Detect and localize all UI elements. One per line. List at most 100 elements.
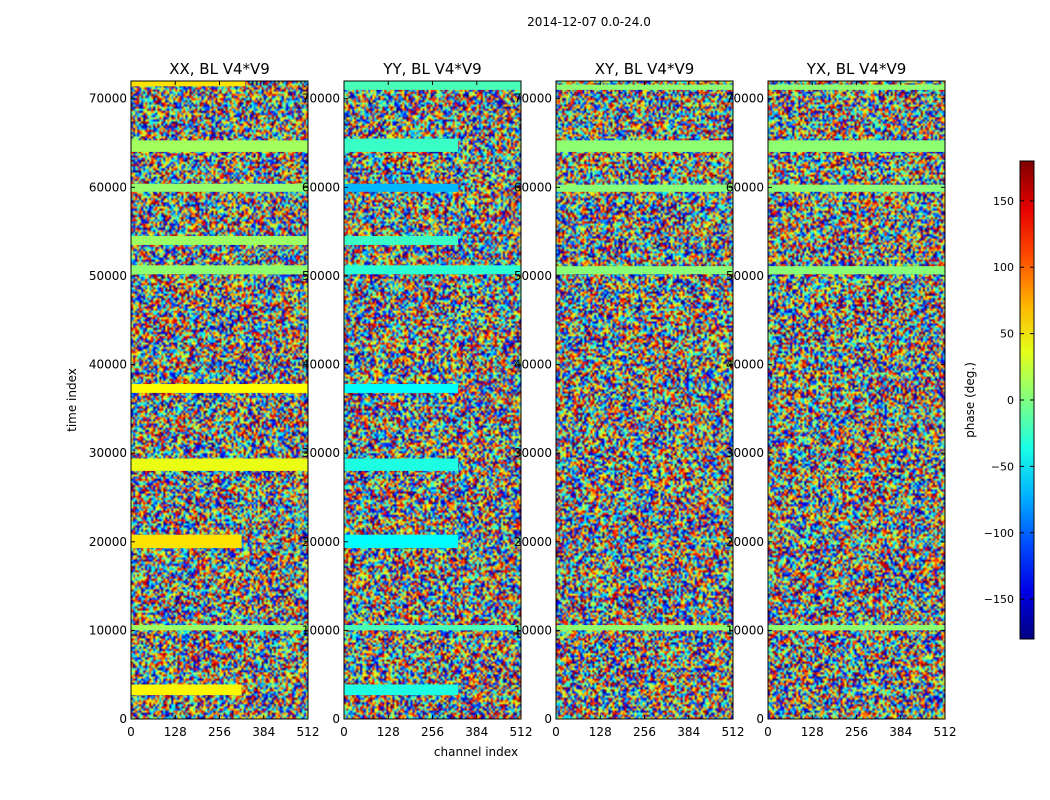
flat-phase-band <box>556 84 733 90</box>
x-tick-label: 256 <box>421 725 444 739</box>
colorbar-tick-label: 150 <box>993 195 1014 208</box>
phase-heatmap <box>556 81 733 719</box>
x-tick-label: 256 <box>633 725 656 739</box>
figure-title: 2014-12-07 0.0-24.0 <box>527 15 651 29</box>
x-tick-label: 256 <box>208 725 231 739</box>
y-tick-label: 30000 <box>514 446 552 460</box>
x-tick-label: 384 <box>677 725 700 739</box>
y-tick-label: 40000 <box>302 358 340 372</box>
flat-phase-band <box>556 266 733 275</box>
flat-phase-band <box>131 625 308 631</box>
y-tick-label: 70000 <box>302 92 340 106</box>
flat-phase-band <box>556 140 733 152</box>
flat-phase-band <box>768 140 945 152</box>
panel-1: XX, BL V4*V9 0 128 256 384 512 0 10000 20000 3000… <box>89 60 320 739</box>
flat-phase-band <box>344 384 459 393</box>
flat-phase-band <box>131 265 308 275</box>
colorbar-tick-label: 50 <box>1000 328 1014 341</box>
y-tick-label: 30000 <box>89 446 127 460</box>
y-tick-label: 30000 <box>726 446 764 460</box>
flat-phase-band <box>131 183 308 192</box>
panel-4: YX, BL V4*V9 0 128 256 384 512 0 10000 20000 3000… <box>726 60 957 739</box>
y-tick-label: 0 <box>756 712 764 726</box>
y-tick-label: 30000 <box>302 446 340 460</box>
y-tick-label: 60000 <box>726 180 764 194</box>
flat-phase-band <box>344 458 459 471</box>
panel-title: YY, BL V4*V9 <box>382 60 481 78</box>
x-tick-label: 128 <box>164 725 187 739</box>
flat-phase-band <box>131 534 242 548</box>
colorbar-label: phase (deg.) <box>963 362 977 438</box>
panels-group: XX, BL V4*V9 0 128 256 384 512 0 10000 20000 3000… <box>89 60 957 739</box>
x-tick-label: 384 <box>465 725 488 739</box>
flat-phase-band <box>768 625 945 631</box>
panel-title: YX, BL V4*V9 <box>806 60 907 78</box>
colorbar-tick-label: −50 <box>991 460 1014 473</box>
y-tick-label: 60000 <box>514 180 552 194</box>
y-tick-label: 70000 <box>726 92 764 106</box>
flat-phase-band <box>344 684 459 696</box>
x-tick-label: 256 <box>845 725 868 739</box>
y-tick-label: 50000 <box>302 269 340 283</box>
y-tick-label: 60000 <box>302 180 340 194</box>
flat-phase-band <box>344 81 521 90</box>
flat-phase-band <box>344 625 521 631</box>
y-tick-label: 70000 <box>89 92 127 106</box>
panel-2: YY, BL V4*V9 0 128 256 384 512 0 10000 20000 3000… <box>302 60 533 739</box>
flat-phase-band <box>131 236 308 245</box>
y-axis-label: time index <box>65 368 79 432</box>
colorbar-tick-label: −100 <box>984 527 1014 540</box>
y-tick-label: 40000 <box>726 358 764 372</box>
flat-phase-band <box>344 265 521 275</box>
x-tick-label: 128 <box>801 725 824 739</box>
flat-phase-band <box>768 266 945 275</box>
x-tick-label: 0 <box>552 725 560 739</box>
flat-phase-band <box>131 140 308 152</box>
y-tick-label: 20000 <box>89 535 127 549</box>
x-tick-label: 512 <box>297 725 320 739</box>
flat-phase-band <box>556 625 733 631</box>
y-tick-label: 60000 <box>89 180 127 194</box>
y-tick-label: 20000 <box>302 535 340 549</box>
y-tick-label: 20000 <box>726 535 764 549</box>
y-tick-label: 50000 <box>514 269 552 283</box>
colorbar-tick-label: −150 <box>984 593 1014 606</box>
x-tick-label: 512 <box>934 725 957 739</box>
flat-phase-band <box>768 184 945 192</box>
flat-phase-band <box>131 81 246 87</box>
y-tick-label: 10000 <box>89 623 127 637</box>
x-tick-label: 128 <box>377 725 400 739</box>
flat-phase-band <box>131 458 308 471</box>
flat-phase-band <box>344 534 459 548</box>
x-tick-label: 0 <box>764 725 772 739</box>
y-tick-label: 70000 <box>514 92 552 106</box>
y-tick-label: 0 <box>544 712 552 726</box>
flat-phase-band <box>344 236 459 245</box>
y-tick-label: 20000 <box>514 535 552 549</box>
x-tick-label: 128 <box>589 725 612 739</box>
phase-heatmap <box>131 81 308 719</box>
y-tick-label: 50000 <box>89 269 127 283</box>
y-tick-label: 40000 <box>514 358 552 372</box>
y-tick-label: 10000 <box>514 623 552 637</box>
flat-phase-band <box>768 84 945 90</box>
x-tick-label: 512 <box>722 725 745 739</box>
panel-3: XY, BL V4*V9 0 128 256 384 512 0 10000 20000 3000… <box>514 60 745 739</box>
panel-title: XX, BL V4*V9 <box>169 60 270 78</box>
x-tick-label: 384 <box>252 725 275 739</box>
y-tick-label: 10000 <box>726 623 764 637</box>
y-tick-label: 0 <box>119 712 127 726</box>
x-axis-label: channel index <box>434 745 518 759</box>
flat-phase-band <box>131 384 308 393</box>
x-tick-label: 512 <box>510 725 533 739</box>
x-tick-label: 384 <box>889 725 912 739</box>
colorbar-tick-label: 100 <box>993 261 1014 274</box>
flat-phase-band <box>131 684 242 696</box>
y-tick-label: 50000 <box>726 269 764 283</box>
flat-phase-band <box>344 183 459 192</box>
y-tick-label: 10000 <box>302 623 340 637</box>
panel-title: XY, BL V4*V9 <box>595 60 695 78</box>
y-tick-label: 0 <box>332 712 340 726</box>
x-tick-label: 0 <box>127 725 135 739</box>
